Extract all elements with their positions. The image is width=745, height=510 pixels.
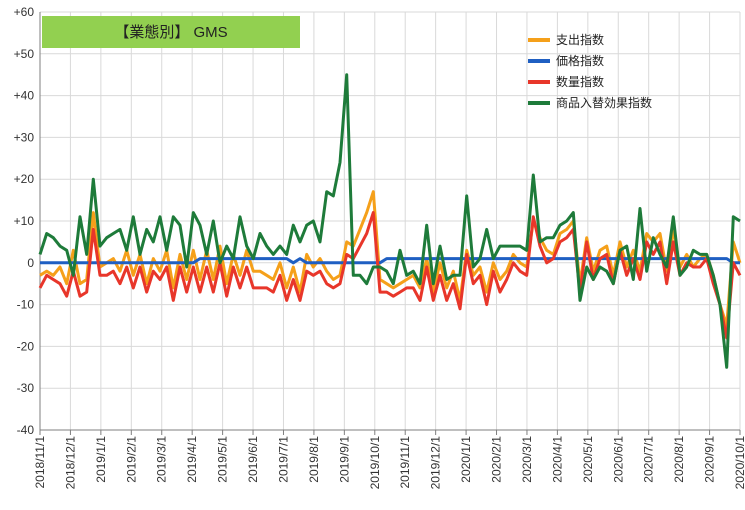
y-tick-label: -30 [17,381,35,395]
chart-title: 【業態別】 GMS [42,16,300,48]
x-tick-label: 2019/2/1 [124,436,138,483]
x-tick-label: 2020/3/1 [520,436,534,483]
x-tick-label: 2019/9/1 [337,436,351,483]
x-tick-label: 2020/5/1 [581,436,595,483]
legend-label: 価格指数 [556,53,604,68]
series-line-3 [38,211,742,340]
y-tick-label: -40 [17,423,35,437]
legend-label: 支出指数 [556,32,604,47]
y-tick-label: +30 [14,130,35,144]
x-tick-label: 2020/10/1 [733,436,745,490]
x-tick-label: 2020/7/1 [642,436,656,483]
x-axis-tick-labels: 2018/11/1 2018/12/1 2019/1/1 2019/2/1 2019/3… [33,436,745,490]
chart-title-background [42,16,300,48]
x-tick-label: 2018/12/1 [63,436,77,490]
y-tick-label: +40 [14,89,35,103]
x-tick-label: 2020/4/1 [550,436,564,483]
y-tick-label: +60 [14,5,35,19]
x-tick-label: 2019/3/1 [155,436,169,483]
y-tick-label: -20 [17,339,35,353]
chart-title-text: 【業態別】 GMS [114,24,227,41]
x-tick-label: 2019/8/1 [307,436,321,483]
x-tick-label: 2020/6/1 [611,436,625,483]
x-tick-label: 2019/6/1 [246,436,260,483]
x-tick-label: 2019/10/1 [368,436,382,490]
legend-label: 商品入替効果指数 [556,95,652,110]
legend-label: 数量指数 [556,74,604,89]
y-axis-tick-labels: +60 +50 +40 +30 +20 +10 0 -10 -20 -30 -40 [14,5,35,437]
series-lines [38,73,742,369]
x-tick-label: 2019/7/1 [276,436,290,483]
series-line-1 [39,190,742,327]
y-tick-label: +50 [14,47,35,61]
x-tick-label: 2020/9/1 [703,436,717,483]
axes [39,12,741,435]
x-tick-label: 2019/4/1 [185,436,199,483]
series-line-4 [38,73,741,369]
x-tick-label: 2019/12/1 [429,436,443,490]
x-tick-label: 2019/1/1 [94,436,108,483]
y-tick-label: -10 [17,298,35,312]
x-tick-label: 2020/1/1 [459,436,473,483]
x-tick-label: 2019/5/1 [216,436,230,483]
x-tick-label: 2018/11/1 [33,436,47,489]
x-tick-label: 2019/11/1 [398,436,412,489]
x-tick-label: 2020/8/1 [672,436,686,483]
y-tick-label: +10 [14,214,35,228]
x-tick-label: 2020/2/1 [490,436,504,483]
y-tick-label: +20 [14,172,35,186]
y-tick-label: 0 [27,256,34,270]
grid-lines [39,11,741,431]
